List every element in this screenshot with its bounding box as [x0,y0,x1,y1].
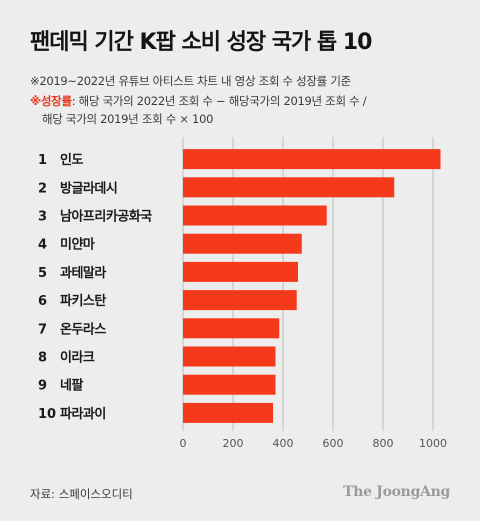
rank-label: 9 [38,379,47,394]
bar [183,346,276,367]
rank-label: 2 [38,181,47,196]
note-growth-formula-cont: 해당 국가의 2019년 조회 수 × 100 [42,112,214,126]
rank-label: 8 [38,351,47,366]
x-tick-label: 0 [180,437,187,450]
rank-label: 7 [38,322,47,337]
rank-label: 4 [38,238,47,253]
category-label: 방글라데시 [60,180,117,196]
rank-label: 6 [38,294,47,309]
category-label: 파키스탄 [60,293,106,309]
x-tick-label: 1000 [419,437,447,450]
x-tick-label: 600 [323,437,344,450]
x-tick-label: 200 [223,437,244,450]
category-label: 파라과이 [60,406,106,422]
category-label: 네팔 [60,378,83,394]
category-label: 이라크 [60,350,95,366]
bar [183,149,441,170]
rank-label: 1 [38,153,47,168]
category-label: 남아프리카공화국 [60,209,152,225]
bar [183,261,298,282]
bar [183,290,297,311]
bar [183,318,280,339]
rank-label: 3 [38,210,47,225]
bar [183,374,276,395]
publisher-logo: The JoongAng [343,484,450,500]
note-growth-text: : 해당 국가의 2022년 조회 수 − 해당국가의 2019년 조회 수 / [71,94,367,108]
bar [183,205,327,226]
note-growth-label: ※성장률 [30,94,72,108]
bar-chart: 1 인도 2 방글라데시 3 남아프리카공화국 4 미얀마 5 과테말라 6 파키스탄 7 온두라스 8 이라… [38,137,447,450]
bar [183,233,302,254]
note-basis: ※2019~2022년 유튜브 아티스트 차트 내 영상 조회 수 성장률 기준 [30,74,351,88]
category-label: 인도 [60,152,83,168]
rank-label: 5 [38,266,47,281]
category-label: 과테말라 [60,265,106,281]
chart-title: 팬데믹 기간 K팝 소비 성장 국가 톱 10 [30,30,372,55]
x-tick-label: 800 [373,437,394,450]
bar [183,402,273,423]
rank-label: 10 [38,407,56,422]
bar [183,177,395,198]
note-growth-formula: ※성장률: 해당 국가의 2022년 조회 수 − 해당국가의 2019년 조회… [30,93,367,109]
category-label: 미얀마 [60,237,95,253]
category-label: 온두라스 [60,321,106,337]
x-tick-label: 400 [273,437,294,450]
source-note: 자료: 스페이스오디티 [30,487,133,501]
